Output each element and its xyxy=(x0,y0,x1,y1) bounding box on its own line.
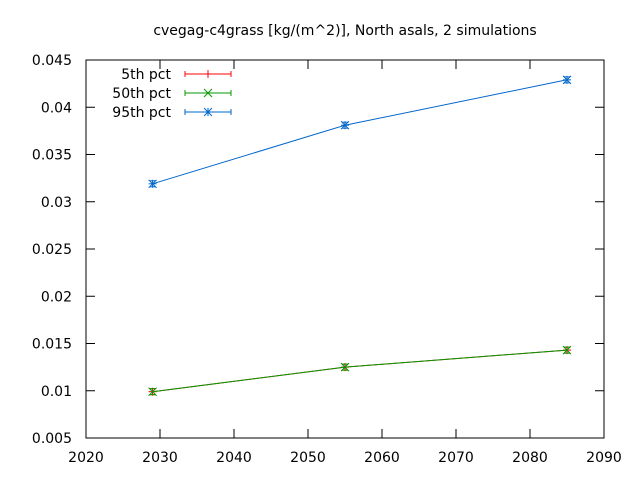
marker-stroke xyxy=(562,75,572,85)
data-point xyxy=(562,345,572,355)
x-tick-label: 2090 xyxy=(586,450,622,466)
y-tick-label: 0.04 xyxy=(41,100,72,116)
series-line-2 xyxy=(152,349,568,393)
series-line-1 xyxy=(152,349,568,393)
y-tick-label: 0.01 xyxy=(41,384,72,400)
x-tick-label: 2080 xyxy=(512,450,548,466)
x-tick-label: 2020 xyxy=(68,450,104,466)
series-group xyxy=(148,75,572,397)
legend-label: 50th pct xyxy=(112,86,171,102)
marker-stroke xyxy=(148,387,157,397)
marker-stroke xyxy=(203,107,213,117)
x-tick-label: 2040 xyxy=(216,450,252,466)
marker-stroke xyxy=(340,120,350,130)
marker-stroke xyxy=(340,362,350,372)
marker-stroke xyxy=(562,345,572,355)
y-tick-label: 0.025 xyxy=(32,242,72,258)
axis-ticks: 2020 2030 2040 2050 2060 2070 2080 2090 0.005 0.0… xyxy=(32,53,622,466)
data-point xyxy=(562,75,572,85)
data-point xyxy=(148,179,157,189)
data-point xyxy=(148,387,157,397)
legend-item: 50th pct xyxy=(112,86,232,102)
x-tick-label: 2060 xyxy=(364,450,400,466)
x-tick-label: 2050 xyxy=(290,450,326,466)
y-tick-label: 0.045 xyxy=(32,53,72,69)
legend-item: 95th pct xyxy=(112,105,232,121)
legend-label: 95th pct xyxy=(112,105,171,121)
legend-item: 5th pct xyxy=(121,67,232,83)
data-point xyxy=(340,362,350,372)
y-tick-label: 0.015 xyxy=(32,337,72,353)
y-tick-label: 0.005 xyxy=(32,431,72,447)
y-tick-label: 0.02 xyxy=(41,289,72,305)
x-tick-label: 2030 xyxy=(142,450,178,466)
chart-title: cvegag-c4grass [kg/(m^2)], North asals, … xyxy=(153,23,536,39)
y-tick-label: 0.035 xyxy=(32,148,72,164)
marker-stroke xyxy=(203,88,213,98)
legend: 5th pct 50th pct 95th pct xyxy=(112,67,232,121)
marker-stroke xyxy=(148,179,157,189)
x-tick-label: 2070 xyxy=(438,450,474,466)
y-tick-label: 0.03 xyxy=(41,195,72,211)
data-point xyxy=(340,120,350,130)
legend-label: 5th pct xyxy=(121,67,171,83)
series-line-3 xyxy=(152,79,568,185)
